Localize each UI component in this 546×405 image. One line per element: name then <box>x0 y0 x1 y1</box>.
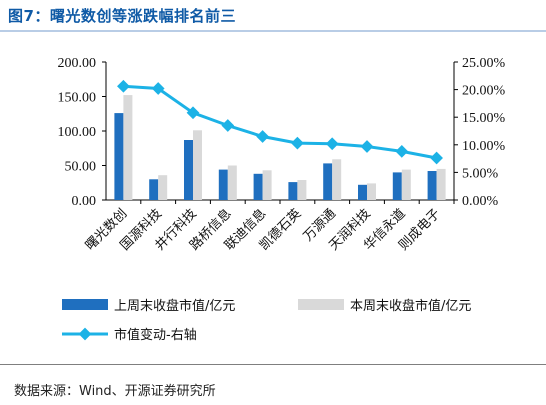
y-right-tick-label: 20.00% <box>462 84 506 99</box>
y-left-tick-label: 100.00 <box>58 125 97 140</box>
line-point <box>395 145 409 158</box>
bar-this-week <box>262 170 272 200</box>
legend-swatch-last-week <box>62 299 108 310</box>
bar-this-week <box>158 175 168 200</box>
legend-label-change: 市值变动-右轴 <box>114 327 197 343</box>
line-point <box>256 130 269 143</box>
y-left-tick-label: 200.00 <box>58 56 97 71</box>
chart-title: 图7：曙光数创等涨跌幅排名前三 <box>8 7 236 25</box>
bar-last-week <box>392 172 402 200</box>
y-right-tick-label: 0.00% <box>462 194 499 209</box>
y-left-tick-label: 50.00 <box>65 160 97 175</box>
line-point <box>325 137 339 151</box>
bar-this-week <box>193 130 202 200</box>
line-point <box>151 82 165 95</box>
bar-this-week <box>123 95 133 200</box>
bar-this-week <box>401 169 411 200</box>
y-right-tick-label: 25.00% <box>462 56 506 71</box>
bar-this-week <box>436 168 446 200</box>
bar-last-week <box>427 171 437 200</box>
y-right-tick-label: 15.00% <box>462 111 506 126</box>
bar-this-week <box>227 165 237 200</box>
y-right-tick-label: 10.00% <box>462 139 506 154</box>
line-point <box>221 119 235 132</box>
chart-bars <box>114 95 446 200</box>
legend-label-last-week: 上周末收盘市值/亿元 <box>114 298 235 314</box>
title-bar: 图7：曙光数创等涨跌幅排名前三 <box>0 0 546 32</box>
bar-last-week <box>253 173 263 200</box>
bar-last-week <box>323 163 333 200</box>
line-point <box>360 140 374 153</box>
line-point <box>117 79 130 93</box>
market-cap-change-line <box>123 84 437 160</box>
chart-line <box>117 79 443 165</box>
chart-svg: 0.00 50.00 100.00 150.00 200.00 0.00% 5.00% 10.… <box>58 56 506 343</box>
line-point <box>430 151 443 165</box>
bar-this-week <box>367 183 376 200</box>
line-point <box>186 106 200 120</box>
bar-this-week <box>297 180 307 200</box>
y-left-tick-label: 0.00 <box>72 194 97 209</box>
legend-label-this-week: 本周末收盘市值/亿元 <box>350 298 471 314</box>
bar-this-week <box>332 159 342 200</box>
line-point <box>291 136 304 150</box>
bar-last-week <box>218 169 228 200</box>
bar-last-week <box>114 113 124 200</box>
bar-last-week <box>184 140 193 200</box>
y-left-tick-label: 150.00 <box>58 91 97 106</box>
bar-last-week <box>288 182 298 200</box>
footer-rule <box>0 364 546 365</box>
bar-last-week <box>358 184 367 200</box>
source-note: 数据来源：Wind、开源证券研究所 <box>14 384 216 399</box>
legend-swatch-this-week <box>298 299 344 310</box>
legend-line-marker <box>78 327 92 341</box>
y-right-tick-label: 5.00% <box>462 166 499 181</box>
bar-last-week <box>149 179 159 200</box>
